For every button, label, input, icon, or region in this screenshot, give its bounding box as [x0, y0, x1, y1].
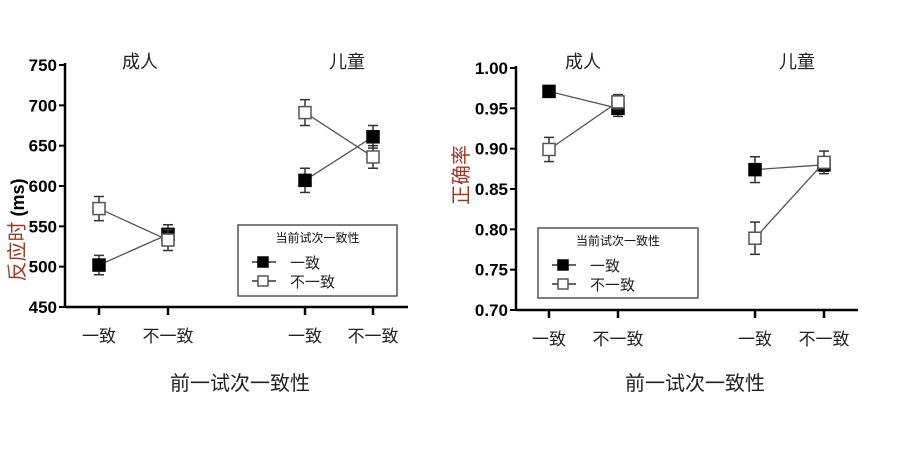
y-tick-label: 600	[29, 177, 57, 196]
data-point	[298, 173, 312, 188]
y-tick-label: 450	[29, 298, 57, 317]
y-axis-label: 反应时 (ms)	[5, 178, 29, 281]
group-title: 成人	[565, 52, 601, 73]
legend-label: 一致	[590, 257, 620, 275]
y-tick-label: 700	[29, 96, 57, 115]
data-point	[366, 150, 380, 164]
x-tick-label: 不一致	[799, 330, 850, 350]
data-point	[366, 130, 380, 144]
y-tick-label: 0.90	[475, 140, 508, 159]
y-tick-label: 0.85	[475, 180, 508, 199]
data-point	[92, 258, 106, 272]
x-tick-label: 一致	[82, 327, 116, 347]
y-axis-label: 正确率	[449, 145, 473, 205]
legend-marker	[257, 256, 269, 268]
group-title: 成人	[122, 52, 158, 73]
y-tick-label: 0.70	[475, 301, 508, 320]
y-tick-label: 550	[29, 217, 57, 236]
series-line	[548, 90, 619, 109]
y-tick-label: 0.75	[475, 261, 508, 280]
group-title: 儿童	[779, 52, 815, 73]
x-tick-label: 不一致	[593, 330, 644, 350]
legend-label: 不一致	[290, 273, 335, 291]
series-line	[754, 164, 825, 171]
data-point	[748, 231, 762, 245]
data-point	[817, 155, 831, 170]
y-tick-label: 0.95	[475, 99, 508, 118]
legend-title: 当前试次一致性	[275, 230, 359, 245]
legend-marker	[257, 275, 269, 287]
series-line	[754, 161, 825, 239]
legend-title: 当前试次一致性	[576, 233, 660, 248]
data-point	[542, 142, 556, 157]
y-tick-label: 0.80	[475, 220, 508, 239]
x-tick-label: 一致	[738, 330, 772, 350]
data-point	[748, 162, 762, 177]
y-tick-label: 750	[29, 56, 57, 75]
legend-marker	[557, 278, 569, 290]
x-tick-label: 不一致	[143, 327, 194, 347]
legend-label: 不一致	[590, 276, 635, 294]
x-axis-label: 前一试次一致性	[625, 371, 765, 395]
series-line	[304, 112, 374, 158]
series-line	[98, 233, 169, 266]
y-tick-label: 1.00	[475, 59, 508, 78]
x-tick-label: 不一致	[348, 327, 399, 347]
series-line	[548, 101, 619, 151]
legend-label: 一致	[290, 254, 320, 272]
x-axis-label: 前一试次一致性	[170, 371, 310, 395]
series-line	[98, 207, 169, 241]
data-point	[92, 201, 106, 216]
y-tick-label: 650	[29, 137, 57, 156]
y-tick-label: 500	[29, 258, 57, 277]
x-tick-label: 一致	[532, 330, 566, 350]
legend-marker	[557, 259, 569, 271]
series-line	[304, 136, 374, 181]
data-point	[298, 105, 312, 120]
data-point	[542, 84, 556, 99]
group-title: 儿童	[329, 52, 365, 73]
data-point	[161, 233, 175, 247]
x-tick-label: 一致	[288, 327, 322, 347]
data-point	[611, 95, 625, 109]
